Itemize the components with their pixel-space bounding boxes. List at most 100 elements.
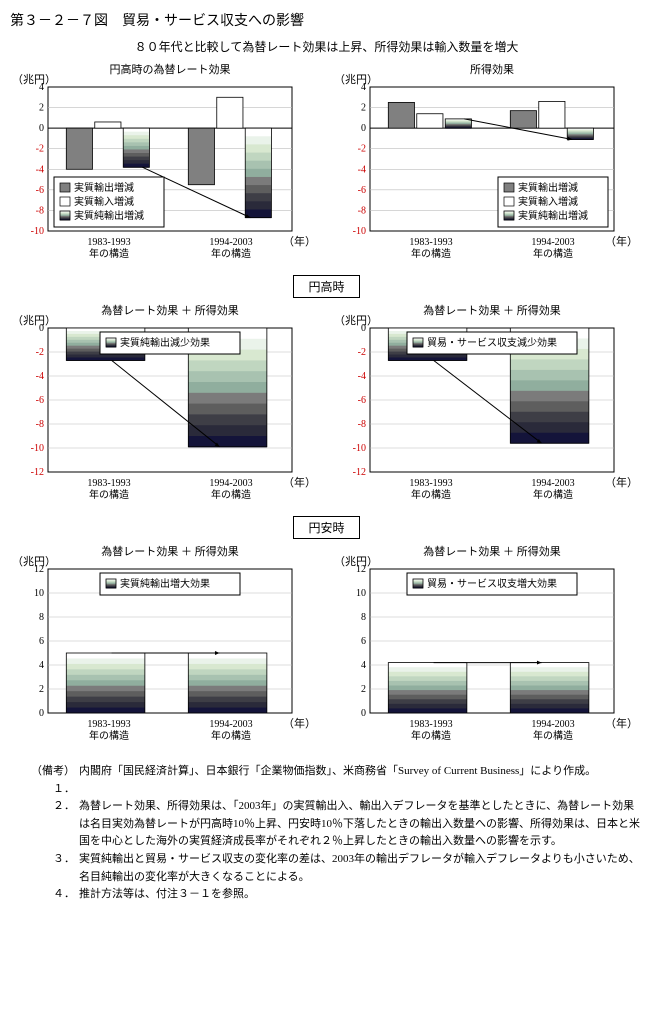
y-tick: -10 [352, 443, 365, 454]
chart-r2-left: 為替レート効果 ＋ 所得効果（兆円）-12-10-8-6-4-201983-19… [10, 302, 322, 512]
y-tick: -4 [36, 371, 44, 382]
bar [416, 114, 442, 128]
x-label: 年の構造 [89, 247, 129, 260]
note-lead: （備考）１． [10, 763, 79, 798]
chart-svg: 円高時の為替レート効果（兆円）-10-8-6-4-20241983-1993年の… [10, 61, 320, 271]
y-tick: 0 [39, 708, 44, 719]
y-tick: -6 [36, 185, 44, 196]
legend-item: 貿易・サービス収支減少効果 [427, 336, 557, 349]
chart-svg: 為替レート効果 ＋ 所得効果（兆円）0246810121983-1993年の構造… [10, 543, 320, 753]
note-lead: ４． [10, 886, 79, 904]
x-label: 年の構造 [533, 729, 573, 742]
chart-title: 為替レート効果 ＋ 所得効果 [101, 303, 239, 317]
y-tick: -8 [357, 205, 365, 216]
bar [95, 122, 121, 128]
note-body: 内閣府「国民経済計算」、日本銀行「企業物価指数」、米商務省「Survey of … [79, 763, 643, 798]
chart-title: 所得効果 [470, 62, 514, 76]
chart-r3-left: 為替レート効果 ＋ 所得効果（兆円）0246810121983-1993年の構造… [10, 543, 322, 753]
figure-title: 第３－２－７図 貿易・サービス収支への影響 [10, 10, 643, 30]
x-label: 年の構造 [211, 729, 251, 742]
note-body: 為替レート効果、所得効果は、「2003年」の実質輸出入、輸出入デフレータを基準と… [79, 798, 643, 851]
x-label: 年の構造 [89, 729, 129, 742]
chart-r3-right: 為替レート効果 ＋ 所得効果（兆円）0246810121983-1993年の構造… [332, 543, 644, 753]
chart-r2-right: 為替レート効果 ＋ 所得効果（兆円）-12-10-8-6-4-201983-19… [332, 302, 644, 512]
y-tick: -8 [36, 419, 44, 430]
x-unit: （年） [605, 475, 638, 489]
chart-svg: 為替レート効果 ＋ 所得効果（兆円）-12-10-8-6-4-201983-19… [10, 302, 320, 512]
y-unit: （兆円） [12, 314, 56, 327]
section-badge-low: 円安時 [10, 516, 643, 539]
y-tick: -10 [31, 226, 44, 237]
y-tick: 0 [39, 323, 44, 334]
y-tick: 6 [361, 636, 366, 647]
y-tick: 2 [361, 103, 366, 114]
legend-item: 実質輸出増減 [518, 181, 578, 194]
y-tick: -10 [352, 226, 365, 237]
y-tick: -8 [357, 419, 365, 430]
y-tick: -2 [36, 144, 44, 155]
x-label: 1983-1993 [409, 719, 452, 730]
y-tick: 4 [361, 660, 366, 671]
y-unit: （兆円） [334, 314, 378, 327]
bar [538, 101, 564, 128]
legend-item: 実質輸入増減 [518, 195, 578, 208]
y-unit: （兆円） [12, 73, 56, 86]
y-tick: -2 [357, 144, 365, 155]
y-unit: （兆円） [334, 73, 378, 86]
x-label: 1994-2003 [209, 237, 252, 248]
y-tick: 8 [361, 612, 366, 623]
chart-title: 為替レート効果 ＋ 所得効果 [101, 544, 239, 558]
y-tick: 2 [39, 103, 44, 114]
x-unit: （年） [605, 234, 638, 248]
chart-title: 円高時の為替レート効果 [110, 62, 231, 76]
y-tick: -6 [357, 185, 365, 196]
y-tick: -2 [36, 347, 44, 358]
bar [66, 128, 92, 169]
x-label: 年の構造 [211, 247, 251, 260]
legend-item: 実質純輸出増大効果 [120, 577, 210, 590]
y-tick: 12 [356, 564, 366, 575]
x-label: 1994-2003 [531, 719, 574, 730]
chart-svg: 為替レート効果 ＋ 所得効果（兆円）-12-10-8-6-4-201983-19… [332, 302, 642, 512]
x-label: 1994-2003 [209, 478, 252, 489]
y-tick: 2 [39, 684, 44, 695]
y-tick: -6 [36, 395, 44, 406]
legend-item: 実質輸出増減 [74, 181, 134, 194]
y-tick: -4 [357, 164, 365, 175]
y-tick: 0 [361, 708, 366, 719]
y-tick: 4 [361, 82, 366, 93]
y-tick: 10 [356, 588, 366, 599]
chart-svg: 為替レート効果 ＋ 所得効果（兆円）0246810121983-1993年の構造… [332, 543, 642, 753]
y-tick: -2 [357, 347, 365, 358]
x-unit: （年） [283, 234, 316, 248]
x-label: 1994-2003 [531, 478, 574, 489]
y-tick: 10 [34, 588, 44, 599]
x-label: 年の構造 [411, 729, 451, 742]
x-label: 1994-2003 [531, 237, 574, 248]
section-badge-high: 円高時 [10, 275, 643, 298]
x-unit: （年） [283, 716, 316, 730]
bar [217, 97, 243, 128]
y-tick: 4 [39, 660, 44, 671]
x-label: 1983-1993 [409, 478, 452, 489]
legend-item: 実質輸入増減 [74, 195, 134, 208]
x-label: 1983-1993 [87, 478, 130, 489]
legend-item: 貿易・サービス収支増大効果 [427, 577, 557, 590]
chart-title: 為替レート効果 ＋ 所得効果 [423, 303, 561, 317]
y-tick: -4 [357, 371, 365, 382]
chart-svg: 所得効果（兆円）-10-8-6-4-20241983-1993年の構造1994-… [332, 61, 642, 271]
y-tick: 4 [39, 82, 44, 93]
y-tick: 12 [34, 564, 44, 575]
legend-item: 実質純輸出増減 [518, 209, 588, 222]
x-label: 年の構造 [211, 488, 251, 501]
x-label: 1994-2003 [209, 719, 252, 730]
legend-item: 実質純輸出増減 [74, 209, 144, 222]
y-tick: -6 [357, 395, 365, 406]
chart-r1-left: 円高時の為替レート効果（兆円）-10-8-6-4-20241983-1993年の… [10, 61, 322, 271]
note-body: 実質純輸出と貿易・サービス収支の変化率の差は、2003年の輸出デフレータが輸入デ… [79, 851, 643, 886]
y-tick: 8 [39, 612, 44, 623]
legend-item: 実質純輸出減少効果 [120, 336, 210, 349]
y-tick: 0 [361, 123, 366, 134]
y-tick: -12 [352, 467, 365, 478]
x-label: 1983-1993 [87, 719, 130, 730]
